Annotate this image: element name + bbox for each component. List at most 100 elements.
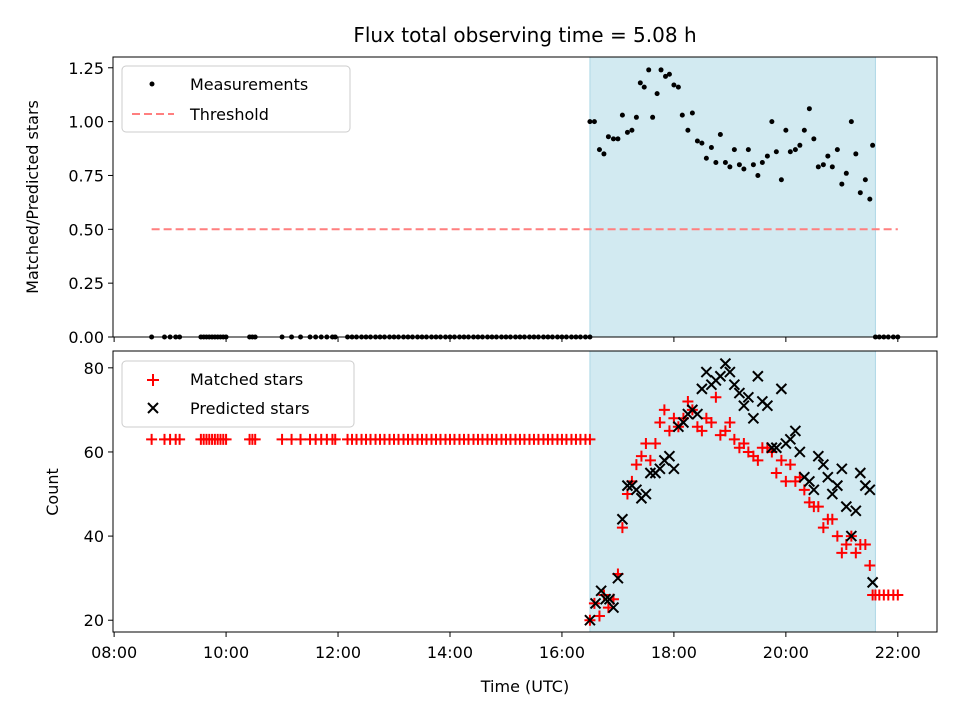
bottom-y-axis-label: Count <box>43 468 62 516</box>
measurement-point <box>708 144 714 150</box>
predicted-star-point <box>663 450 676 462</box>
predicted-star-point <box>714 370 727 382</box>
matched-star-point <box>276 433 288 445</box>
matched-star-point <box>826 513 838 525</box>
measurement-point <box>839 181 845 187</box>
predicted-star-point <box>789 425 802 437</box>
measurement-point <box>778 177 784 183</box>
predicted-star-point <box>640 488 652 500</box>
predicted-star-point <box>696 383 708 395</box>
top-panel: 0.00 0.25 0.50 0.75 1.00 1.25 Matched/Predict… <box>23 56 938 347</box>
measurement-point <box>867 196 873 202</box>
matched-star-point <box>784 459 796 471</box>
matched-star-point <box>892 589 904 601</box>
measurement-point <box>624 129 630 135</box>
measurement-point <box>792 147 798 153</box>
measurement-point <box>663 73 669 79</box>
predicted-star-point <box>770 442 783 454</box>
measurement-point <box>650 114 656 120</box>
matched-star-point <box>220 433 232 445</box>
predicted-star-point <box>644 467 657 479</box>
matched-star-point <box>831 530 843 542</box>
predicted-star-point <box>784 433 797 446</box>
measurement-point <box>679 112 685 118</box>
bottom-legend: Matched stars Predicted stars <box>121 360 355 428</box>
matched-star-point <box>249 433 261 445</box>
predicted-star-point <box>864 484 876 496</box>
legend-marker-measurements <box>149 81 155 87</box>
matched-star-point <box>640 438 652 450</box>
measurement-point <box>731 147 737 153</box>
measurement-point <box>750 162 756 168</box>
x-tick-label: 14:00 <box>427 643 473 662</box>
top-axes-frame <box>112 56 938 338</box>
measurement-point <box>755 172 761 178</box>
matched-star-point <box>812 501 824 513</box>
x-tick-label: 08:00 <box>91 643 137 662</box>
predicted-star-point <box>794 446 806 458</box>
matched-star-point <box>630 459 642 471</box>
measurement-point <box>853 151 859 157</box>
top-y-tick-label: 0.75 <box>68 166 104 185</box>
matched-star-point <box>329 433 341 445</box>
predicted-star-point <box>803 475 816 488</box>
top-y-tick-label: 1.00 <box>68 113 104 132</box>
matched-star-point <box>850 547 862 559</box>
matched-star-point <box>593 610 605 622</box>
measurement-point <box>587 119 593 125</box>
measurement-point <box>797 142 803 148</box>
measurement-point <box>699 140 705 146</box>
predicted-star-point <box>817 458 830 471</box>
x-tick-label: 18:00 <box>651 643 697 662</box>
predicted-star-point <box>822 471 834 483</box>
measurement-point <box>870 142 876 148</box>
measurement-point <box>641 84 647 90</box>
predicted-star-point <box>850 505 862 517</box>
measurement-point <box>773 149 779 155</box>
top-y-tick-label: 0.00 <box>68 328 104 347</box>
matched-star-point <box>836 547 848 559</box>
predicted-star-point <box>854 467 867 479</box>
bottom-axes-frame <box>112 350 938 633</box>
predicted-star-point <box>589 597 602 610</box>
top-y-tick-label: 0.50 <box>68 220 104 239</box>
measurement-point <box>633 114 639 120</box>
measurement-point <box>829 164 835 170</box>
measurement-point <box>736 162 742 168</box>
measurement-point <box>843 170 849 176</box>
measurement-point <box>783 127 789 133</box>
measurement-point <box>741 166 747 172</box>
measurement-point <box>689 110 695 116</box>
predicted-star-point <box>612 572 624 584</box>
legend-marker-matched <box>147 374 159 386</box>
bottom-y-tick-label: 60 <box>84 443 104 462</box>
legend-label-matched: Matched stars <box>190 370 303 389</box>
measurement-point <box>825 153 831 159</box>
measurement-point <box>601 151 607 157</box>
predicted-star-point <box>866 576 879 589</box>
predicted-star-point <box>775 383 788 395</box>
measurement-point <box>857 190 863 196</box>
top-y-tick-label: 0.25 <box>68 274 104 293</box>
measurement-point <box>654 91 660 97</box>
bottom-panel: 20 40 60 80 08:00 10:00 12:00 14:00 16:00 18:00 2… <box>43 350 938 696</box>
x-tick-label: 22:00 <box>875 643 921 662</box>
bottom-y-tick-label: 40 <box>84 527 104 546</box>
predicted-star-point <box>621 479 634 492</box>
measurement-point <box>619 112 625 118</box>
matched-star-point <box>738 438 750 450</box>
measurement-point <box>801 127 807 133</box>
measurement-point <box>717 132 723 138</box>
measurement-point <box>806 106 812 112</box>
x-tick-label: 10:00 <box>203 643 249 662</box>
predicted-star-point <box>836 463 848 475</box>
legend-marker-predicted <box>147 402 159 414</box>
measurement-point <box>685 127 691 133</box>
measurement-point <box>759 160 765 166</box>
measurement-point <box>862 177 868 183</box>
matched-star-point <box>780 475 792 487</box>
measurement-point <box>658 67 664 73</box>
measurement-point <box>815 164 821 170</box>
matched-star-point <box>710 391 722 403</box>
legend-label-threshold: Threshold <box>189 105 269 124</box>
